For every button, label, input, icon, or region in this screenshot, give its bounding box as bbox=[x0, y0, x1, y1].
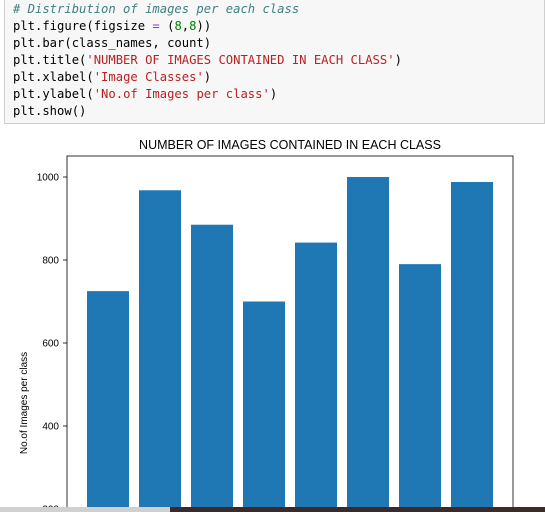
chart-output: NUMBER OF IMAGES CONTAINED IN EACH CLASS… bbox=[0, 128, 545, 512]
y-axis-ticks: 2004006008001000 bbox=[37, 173, 67, 512]
window-bottom-strip-light bbox=[0, 507, 170, 512]
chart-title: NUMBER OF IMAGES CONTAINED IN EACH CLASS bbox=[139, 138, 441, 152]
code-line-bar: plt.bar(class_names, count) bbox=[13, 36, 212, 50]
code-line-figure: plt.figure(figsize = (8,8)) bbox=[13, 19, 212, 33]
bar-5 bbox=[295, 242, 337, 512]
code-line-title: plt.title('NUMBER OF IMAGES CONTAINED IN… bbox=[13, 53, 402, 67]
y-tick-label: 600 bbox=[42, 339, 59, 350]
y-tick-label: 1000 bbox=[37, 173, 60, 184]
y-tick-label: 800 bbox=[42, 256, 59, 267]
bar-chart: NUMBER OF IMAGES CONTAINED IN EACH CLASS… bbox=[19, 138, 514, 512]
code-line-ylabel: plt.ylabel('No.of Images per class') bbox=[13, 87, 278, 101]
bar-8 bbox=[451, 181, 493, 512]
bar-2 bbox=[139, 190, 181, 512]
plot-frame bbox=[66, 155, 514, 512]
bar-1 bbox=[87, 291, 129, 512]
bar-3 bbox=[191, 224, 233, 512]
code-line-xlabel: plt.xlabel('Image Classes') bbox=[13, 70, 212, 84]
window-bottom-strip bbox=[0, 507, 545, 512]
y-tick-label: 400 bbox=[42, 422, 59, 433]
y-axis-label: No.of Images per class bbox=[19, 352, 30, 454]
code-line-show: plt.show() bbox=[13, 104, 87, 118]
code-cell[interactable]: # Distribution of images per each class … bbox=[4, 0, 545, 124]
code-comment-line: # Distribution of images per each class bbox=[13, 2, 300, 16]
bar-7 bbox=[399, 264, 441, 512]
bars-layer bbox=[87, 177, 493, 512]
bar-6 bbox=[347, 177, 389, 512]
bar-4 bbox=[243, 301, 285, 512]
